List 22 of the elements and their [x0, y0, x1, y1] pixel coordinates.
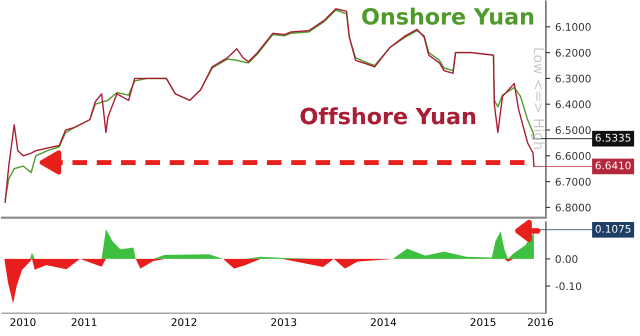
- y-tick-label: 0.00: [556, 255, 578, 264]
- y-tick-label: 6.4000: [556, 100, 591, 108]
- x-tick-label: 2015: [470, 318, 496, 326]
- y-tick-label: 6.6000: [556, 152, 591, 160]
- annotation: 6.6410: [596, 162, 631, 170]
- x-tick-label: 2011: [72, 318, 96, 326]
- annotation: 6.5335: [596, 134, 630, 142]
- annotation: 0.1075: [596, 224, 630, 233]
- y-tick-label: -0.10: [555, 282, 582, 290]
- y-tick-label: 6.5000: [556, 126, 591, 134]
- x-tick-label: 2012: [172, 318, 196, 326]
- y-tick-label: 6.8000: [556, 204, 591, 212]
- y-tick-label: 6.1000: [556, 23, 591, 31]
- y-tick-label: 6.2000: [556, 48, 591, 57]
- x-tick-label: 2010: [10, 318, 36, 326]
- series-label: Offshore Yuan: [300, 107, 476, 124]
- series-label: Onshore Yuan: [362, 8, 534, 25]
- x-tick-label: 2016: [528, 318, 554, 326]
- x-tick-label: 2014: [370, 318, 396, 326]
- x-tick-label: 2013: [271, 318, 296, 326]
- y-tick-label: 6.3000: [556, 74, 591, 83]
- y-tick-label: 6.7000: [556, 178, 591, 186]
